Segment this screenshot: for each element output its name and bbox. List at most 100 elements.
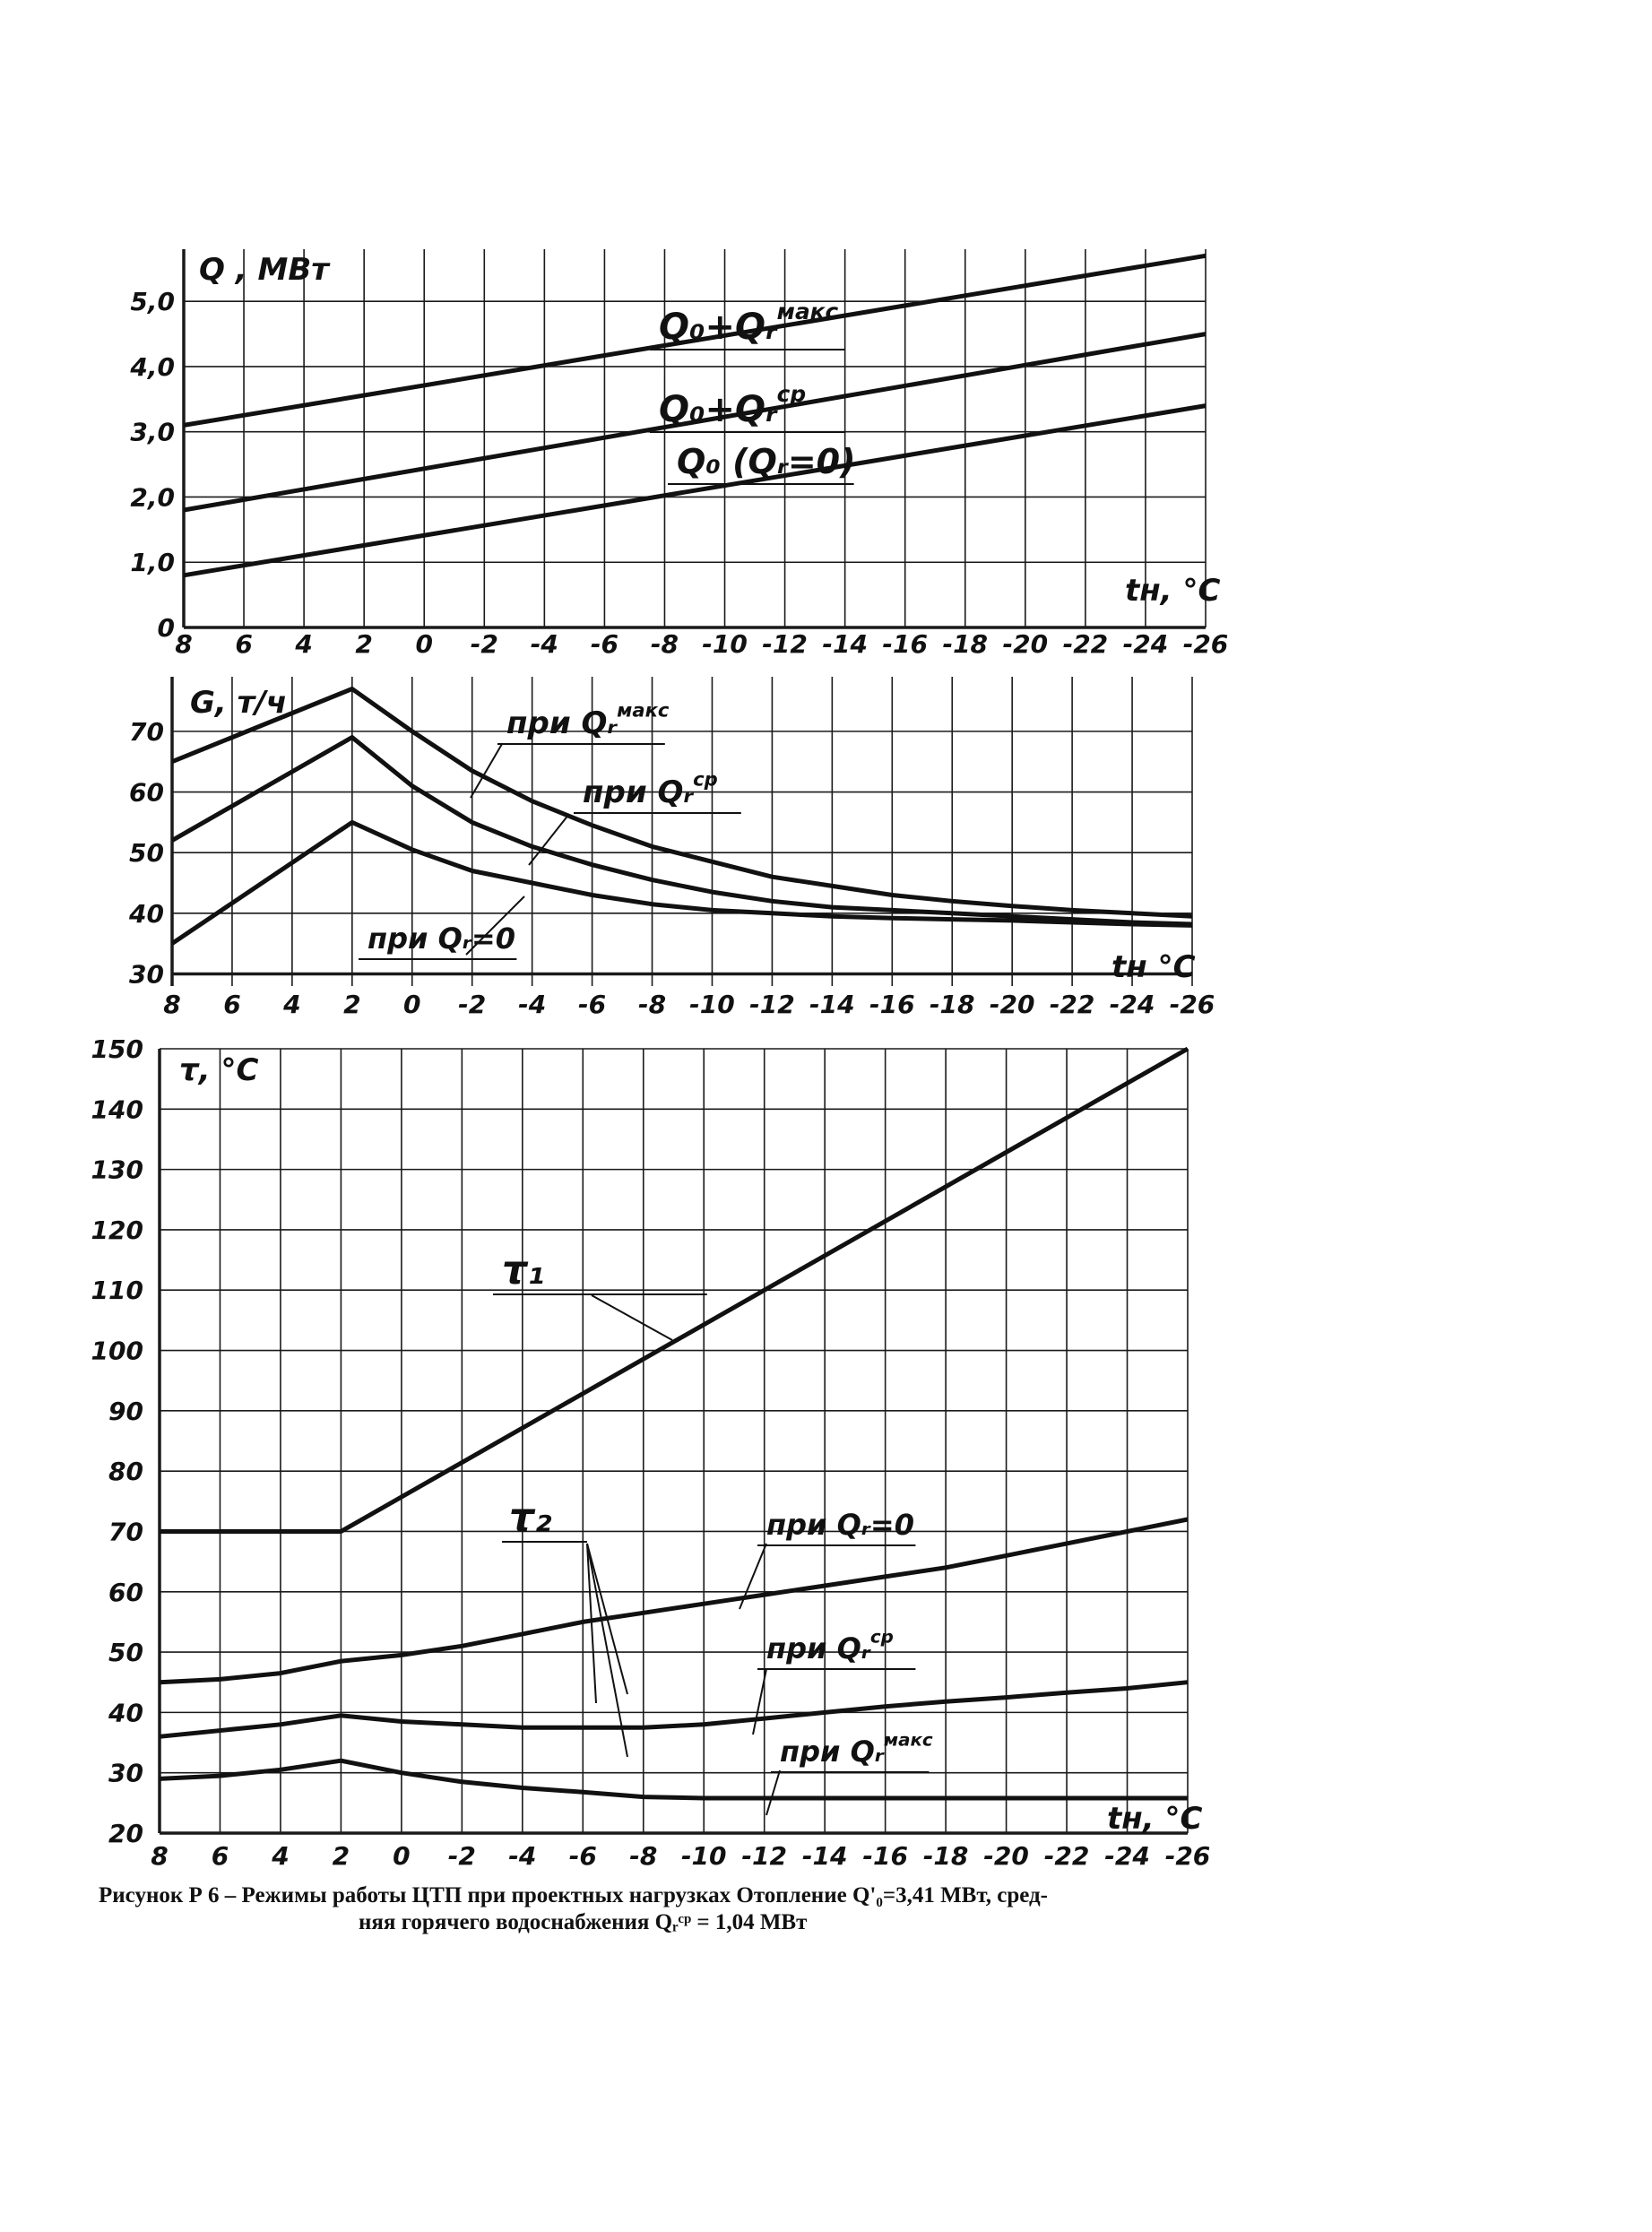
series-label-2: при Qᵣ=0: [766, 1508, 914, 1542]
leader-line: [739, 1543, 767, 1610]
y-tick-label: 2,0: [130, 482, 175, 512]
x-tick-label: 6: [223, 990, 240, 1019]
y-tick-label: 60: [108, 1578, 143, 1607]
x-tick-label: 6: [212, 1841, 229, 1871]
x-axis-title: tн, °C: [1125, 573, 1220, 609]
x-tick-label: -26: [1165, 1841, 1211, 1871]
x-tick-label: 0: [415, 629, 432, 659]
x-tick-label: -8: [651, 629, 679, 659]
y-tick-label: 70: [129, 717, 164, 747]
y-tick-label: 150: [91, 1034, 143, 1064]
x-tick-label: 8: [175, 629, 192, 659]
leader-line: [586, 1543, 597, 1704]
x-tick-label: -6: [569, 1841, 597, 1871]
x-tick-label: -4: [508, 1841, 536, 1871]
series-label-2-superscript: ср: [693, 767, 718, 790]
x-tick-label: -4: [518, 990, 546, 1019]
leader-line: [586, 1543, 628, 1758]
x-tick-label: -18: [942, 629, 988, 659]
series-line-2: [183, 332, 1207, 513]
x-tick-label: -2: [448, 1841, 476, 1871]
series-line-1: [171, 687, 1193, 919]
x-tick-label: 2: [333, 1841, 350, 1871]
y-tick-label: 140: [91, 1094, 143, 1124]
x-tick-label: -12: [762, 629, 808, 659]
y-tick-label: 5,0: [130, 287, 175, 316]
x-tick-label: 0: [393, 1841, 410, 1871]
series-label-1: при Qᵣмакс: [506, 698, 670, 741]
x-tick-label: -14: [809, 990, 855, 1019]
y-tick-label: 20: [108, 1819, 143, 1848]
series-line-3: [159, 1680, 1189, 1739]
series-line-2: [170, 735, 1193, 927]
x-tick-label: 4: [294, 629, 312, 659]
y-tick-label: 40: [108, 1698, 143, 1727]
x-tick-label: -16: [869, 990, 915, 1019]
x-tick-label: -26: [1170, 990, 1215, 1019]
y-tick-label: 3,0: [130, 418, 175, 447]
x-tick-label: 4: [282, 990, 300, 1019]
y-axis-title: G, т/ч: [190, 685, 287, 721]
x-tick-label: 4: [271, 1841, 289, 1871]
y-tick-label: 40: [128, 899, 164, 929]
x-tick-label: -18: [930, 990, 975, 1019]
leader-line: [765, 1769, 781, 1816]
series-label-4-superscript: макс: [884, 1729, 933, 1750]
series-label-2-main: при Qᵣ: [583, 774, 694, 810]
x-tick-label: -24: [1104, 1841, 1150, 1871]
series-label-2-superscript: ср: [777, 381, 806, 407]
x-tick-label: -8: [629, 1841, 657, 1871]
x-tick-label: -12: [749, 990, 795, 1019]
series-label-2-main: при Qᵣ=0: [766, 1508, 914, 1542]
x-tick-label: -12: [741, 1841, 787, 1871]
x-tick-label: -24: [1123, 629, 1169, 659]
caption-line-2: няя горячего водоснабжения Qᵣᶜᵖ = 1,04 М…: [359, 1910, 808, 1934]
y-axis-title: τ, °C: [179, 1052, 258, 1088]
y-tick-label: 130: [91, 1155, 143, 1185]
x-tick-label: -26: [1183, 629, 1229, 659]
series-line-2: [159, 1517, 1189, 1685]
y-tick-label: 90: [108, 1397, 143, 1426]
annotation-label: τ₂: [509, 1495, 551, 1541]
leader-line: [752, 1668, 767, 1735]
x-tick-label: -22: [1050, 990, 1095, 1019]
series-label-3: Q₀ (Qᵣ=0): [677, 442, 855, 481]
leader-line: [465, 895, 525, 956]
x-tick-label: 6: [235, 629, 252, 659]
y-tick-label: 110: [91, 1276, 143, 1305]
series-label-1: τ₁: [502, 1248, 544, 1293]
y-tick-label: 100: [91, 1337, 143, 1366]
x-tick-label: -16: [882, 629, 928, 659]
x-tick-label: -20: [990, 990, 1035, 1019]
caption-line-1: Рисунок Р 6 – Режимы работы ЦТП при прое…: [99, 1883, 1048, 1908]
series-line-1: [183, 253, 1207, 428]
x-tick-label: -6: [578, 990, 606, 1019]
x-tick-label: -4: [531, 629, 558, 659]
x-tick-label: -24: [1110, 990, 1155, 1019]
series-label-1-superscript: макс: [777, 298, 839, 324]
x-tick-label: -2: [471, 629, 498, 659]
y-tick-label: 0: [158, 613, 175, 643]
x-tick-label: -8: [638, 990, 666, 1019]
leader-line: [586, 1543, 628, 1695]
y-tick-label: 120: [91, 1215, 143, 1245]
series-line-4: [159, 1758, 1188, 1801]
x-tick-label: 8: [151, 1841, 168, 1871]
x-tick-label: -10: [681, 1841, 727, 1871]
x-tick-label: -20: [1003, 629, 1049, 659]
y-axis-title: Q , МВт: [199, 252, 331, 288]
y-tick-label: 50: [129, 838, 164, 868]
y-tick-label: 30: [108, 1759, 143, 1788]
y-tick-label: 60: [129, 778, 164, 808]
y-tick-label: 50: [108, 1638, 143, 1667]
series-line-1: [160, 1046, 1189, 1534]
leader-line: [591, 1294, 673, 1341]
y-tick-label: 4,0: [129, 352, 175, 382]
series-label-1-main: τ₁: [502, 1248, 544, 1293]
x-tick-label: -2: [458, 990, 486, 1019]
y-tick-label: 1,0: [130, 548, 175, 577]
x-tick-label: -20: [983, 1841, 1029, 1871]
chart-panel-3: 8 6 4 2 0 -2 -4 -6 -8 -10 -12 -14 -16 -18 -20 -22 -24 -26…: [91, 1034, 1211, 1871]
x-tick-label: -16: [862, 1841, 908, 1871]
